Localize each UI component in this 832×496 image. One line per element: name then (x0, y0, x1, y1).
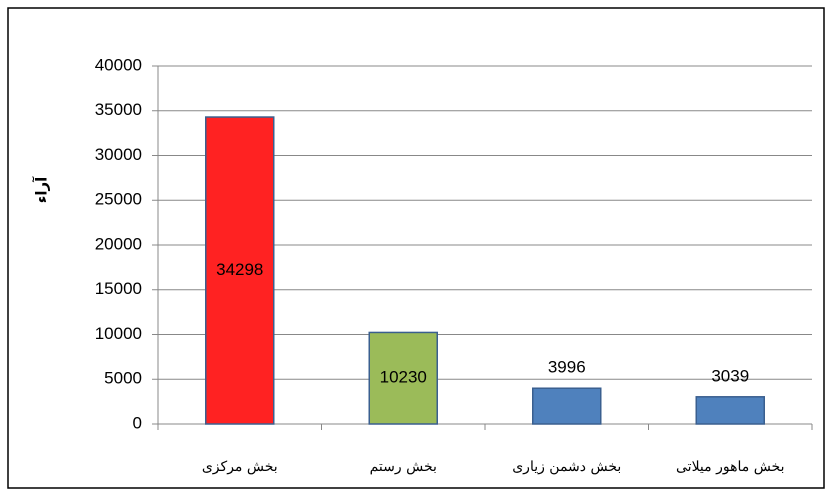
y-tick-label: 0 (133, 413, 142, 432)
x-tick-label: بخش مرکزی (202, 459, 278, 475)
bar (533, 388, 601, 424)
value-label: 10230 (380, 368, 427, 387)
y-tick-label: 40000 (95, 55, 142, 74)
y-tick-label: 35000 (95, 100, 142, 119)
value-label: 3996 (548, 358, 586, 377)
bar (696, 397, 764, 424)
y-tick-label: 10000 (95, 324, 142, 343)
x-tick-label: بخش دشمن زیاری (512, 459, 621, 475)
page: {"chart_data": {"type": "bar", "y_label"… (0, 0, 832, 496)
y-tick-label: 5000 (104, 369, 142, 388)
y-tick-label: 25000 (95, 190, 142, 209)
value-label: 3039 (711, 366, 749, 385)
y-axis-label: آراء (33, 176, 51, 203)
y-tick-label: 20000 (95, 234, 142, 253)
x-tick-label: بخش رستم (370, 459, 437, 475)
y-tick-label: 30000 (95, 145, 142, 164)
value-label: 34298 (216, 260, 263, 279)
y-tick-label: 15000 (95, 279, 142, 298)
chart: آراء 0 5000 10000 15000 20000 25000 30000 35000… (0, 0, 832, 496)
x-tick-label: بخش ماهور میلاتی (676, 459, 784, 475)
